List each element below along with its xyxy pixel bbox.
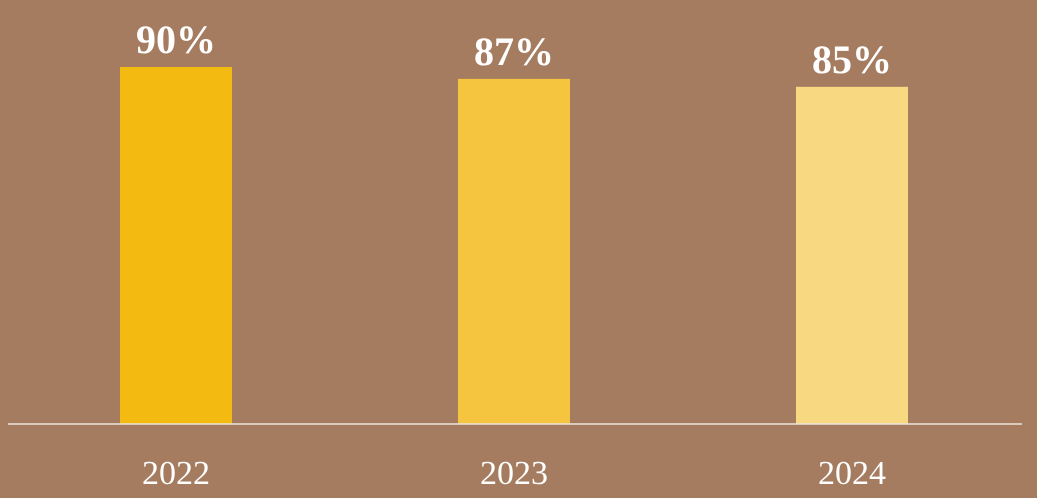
- x-tick-label: 2023: [480, 455, 548, 492]
- x-tick-label: 2024: [818, 455, 886, 492]
- bar: [120, 67, 232, 424]
- data-label: 85%: [812, 37, 892, 82]
- data-label: 87%: [474, 29, 554, 74]
- x-tick-label: 2022: [142, 455, 210, 492]
- data-label: 90%: [136, 17, 216, 62]
- bar: [796, 86, 908, 424]
- bar: [458, 78, 570, 425]
